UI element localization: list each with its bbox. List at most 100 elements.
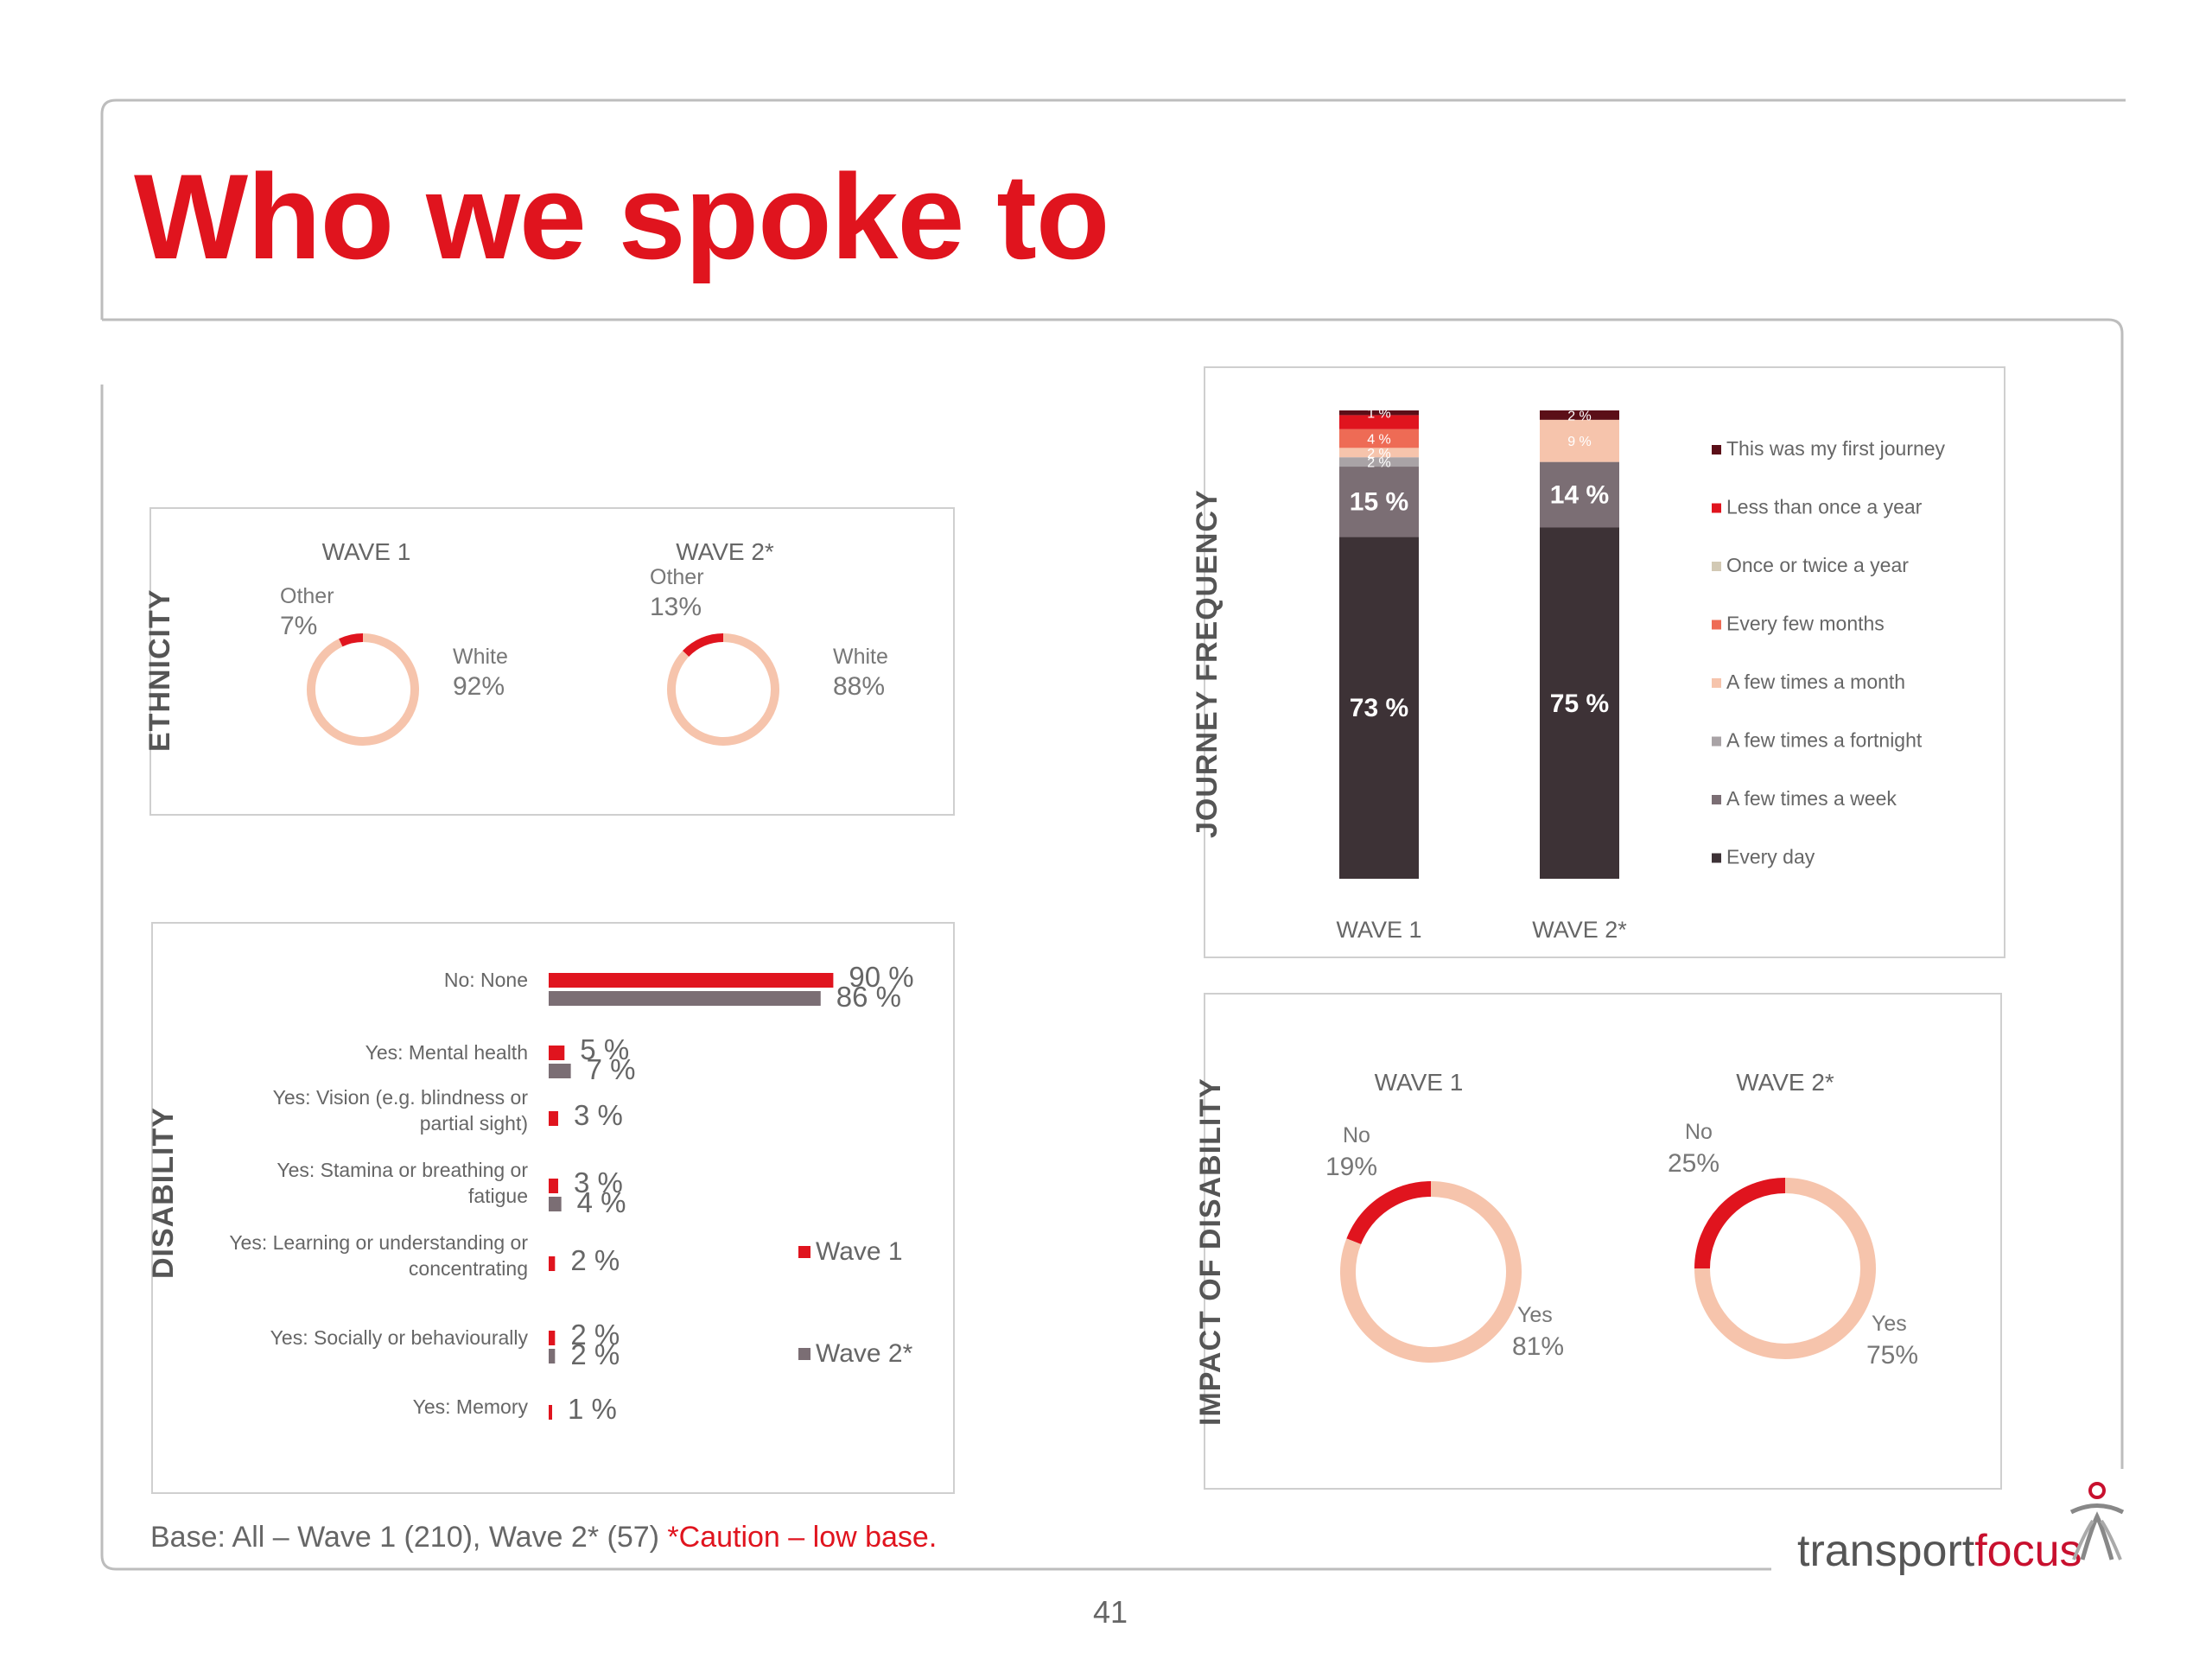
disability-legend-swatch [798, 1348, 810, 1360]
disability-value-wave-2: 2 % [570, 1338, 620, 1370]
base-note: Base: All – Wave 1 (210), Wave 2* (57) *… [150, 1521, 937, 1554]
journey-legend-label: This was my first journey [1726, 437, 1946, 460]
disability-value-wave-2: 7 % [587, 1053, 636, 1085]
disability-bar-wave-1 [549, 1256, 556, 1271]
impact-label-no: No [1343, 1123, 1370, 1147]
disability-category-label: Yes: Vision (e.g. blindness or [273, 1086, 529, 1109]
impact-label-yes: Yes [1517, 1303, 1553, 1327]
journey-bar-segment [1540, 419, 1619, 462]
journey-frequency-chart: 73 %15 %2 %2 %4 %1 %WAVE 175 %14 %9 %2 %… [1336, 407, 1946, 943]
impact-slice-no [1694, 1178, 1786, 1269]
journey-segment-label: 73 % [1350, 694, 1408, 722]
impact-value-no: 25% [1668, 1149, 1719, 1178]
journey-legend-swatch [1712, 503, 1721, 513]
disability-category-label: concentrating [409, 1257, 528, 1280]
disability-category-label: No: None [444, 969, 528, 991]
page-number: 41 [1093, 1594, 1128, 1630]
journey-bar-segment [1540, 461, 1619, 528]
journey-bar-segment [1339, 410, 1419, 416]
journey-segment-label: 4 % [1367, 433, 1391, 448]
journey-bar-segment [1339, 429, 1419, 448]
impact-value-yes: 75% [1866, 1341, 1918, 1370]
journey-category-label: WAVE 1 [1336, 917, 1421, 943]
logo-figure-icon [2069, 1482, 2125, 1560]
journey-bar-segment [1339, 457, 1419, 467]
journey-legend-label: Less than once a year [1726, 496, 1923, 518]
ethnicity-label-white: White [833, 645, 888, 669]
journey-bar-segment [1540, 410, 1619, 420]
impact-chart-title: WAVE 1 [1375, 1069, 1464, 1096]
journey-segment-label: 2 % [1367, 447, 1391, 461]
logo-text-transport: transport [1797, 1526, 1975, 1576]
journey-legend-swatch [1712, 620, 1721, 630]
journey-bar-segment [1540, 527, 1619, 879]
disability-category-label: Yes: Mental health [365, 1041, 528, 1064]
ethnicity-chart-title: WAVE 2* [676, 538, 774, 565]
ethnicity-label-other: Other [650, 565, 704, 589]
disability-bar-wave-1 [549, 1046, 565, 1060]
ethnicity-slice-white [307, 633, 419, 746]
journey-legend-swatch [1712, 445, 1721, 454]
impact-value-yes: 81% [1512, 1332, 1564, 1361]
journey-legend-label: Every few months [1726, 613, 1885, 635]
ethnicity-value-other: 13% [650, 593, 702, 621]
journey-segment-label: 14 % [1550, 481, 1609, 510]
disability-value-wave-2: 4 % [577, 1186, 626, 1218]
disability-value-wave-1: 3 % [574, 1166, 623, 1198]
disability-bar-wave-1 [549, 1111, 558, 1126]
journey-legend-label: Every day [1726, 846, 1815, 868]
page-title: Who we spoke to [134, 149, 1109, 284]
ethnicity-chart-title: WAVE 1 [322, 538, 411, 565]
impact-slice-yes [1694, 1178, 1876, 1359]
disability-bar-wave-1 [549, 973, 834, 988]
disability-category-label: Yes: Stamina or breathing or [276, 1159, 528, 1181]
journey-bar-segment [1339, 448, 1419, 458]
disability-bar-wave-1 [549, 1179, 558, 1193]
ethnicity-value-white: 92% [453, 672, 505, 701]
ethnicity-slice-white [667, 633, 779, 746]
impact-slice-no [1346, 1181, 1432, 1245]
impact-chart-title: WAVE 2* [1736, 1069, 1834, 1096]
disability-category-label: Yes: Socially or behaviourally [270, 1326, 529, 1349]
disability-value-wave-1: 3 % [574, 1099, 623, 1131]
ethnicity-slice-other [682, 633, 724, 658]
journey-category-label: WAVE 2* [1532, 917, 1627, 943]
disability-bar-wave-2 [549, 991, 821, 1006]
impact-value-no: 19% [1325, 1153, 1377, 1181]
caution-note: *Caution – low base. [667, 1521, 938, 1554]
journey-bar-segment [1339, 467, 1419, 537]
journey-segment-label: 9 % [1567, 435, 1592, 449]
ethnicity-label-white: White [453, 645, 508, 669]
journey-legend-label: A few times a fortnight [1726, 729, 1923, 752]
logo-text-focus: focus [1974, 1526, 2082, 1576]
disability-bar-wave-1 [549, 1405, 552, 1420]
disability-bar-wave-2 [549, 1064, 571, 1078]
journey-legend-swatch [1712, 853, 1721, 863]
journey-segment-label: 75 % [1550, 690, 1609, 718]
disability-legend-label: Wave 1 [816, 1237, 903, 1266]
disability-chart: No: None 90 %86 % Yes: Mental health 5 %7 %… [229, 961, 913, 1425]
disability-category-label: partial sight) [420, 1112, 528, 1135]
logo: transportfocus [1797, 1525, 2082, 1577]
disability-value-wave-1: 5 % [580, 1033, 629, 1065]
journey-legend-label: A few times a month [1726, 671, 1905, 693]
disability-category-label: fatigue [468, 1185, 528, 1207]
ethnicity-slice-other [339, 633, 364, 647]
disability-value-wave-1: 90 % [849, 961, 913, 993]
ethnicity-value-other: 7% [280, 612, 317, 640]
journey-legend-swatch [1712, 562, 1721, 571]
journey-legend-swatch [1712, 795, 1721, 804]
impact-of-disability-chart: WAVE 1 No 19% Yes 81% WAVE 2* No 25% Yes 75% [1325, 1069, 1918, 1370]
disability-category-label: Yes: Learning or understanding or [229, 1231, 528, 1254]
ethnicity-value-white: 88% [833, 672, 885, 701]
journey-legend-label: A few times a week [1726, 787, 1897, 810]
journey-legend-label: Once or twice a year [1726, 554, 1909, 576]
disability-bar-wave-2 [549, 1349, 556, 1363]
impact-slice-yes [1340, 1181, 1522, 1363]
journey-segment-label: 1 % [1367, 407, 1391, 422]
disability-bar-wave-1 [549, 1331, 556, 1345]
journey-segment-label: 2 % [1567, 409, 1592, 423]
journey-legend-swatch [1712, 736, 1721, 747]
ethnicity-label-other: Other [280, 584, 334, 608]
